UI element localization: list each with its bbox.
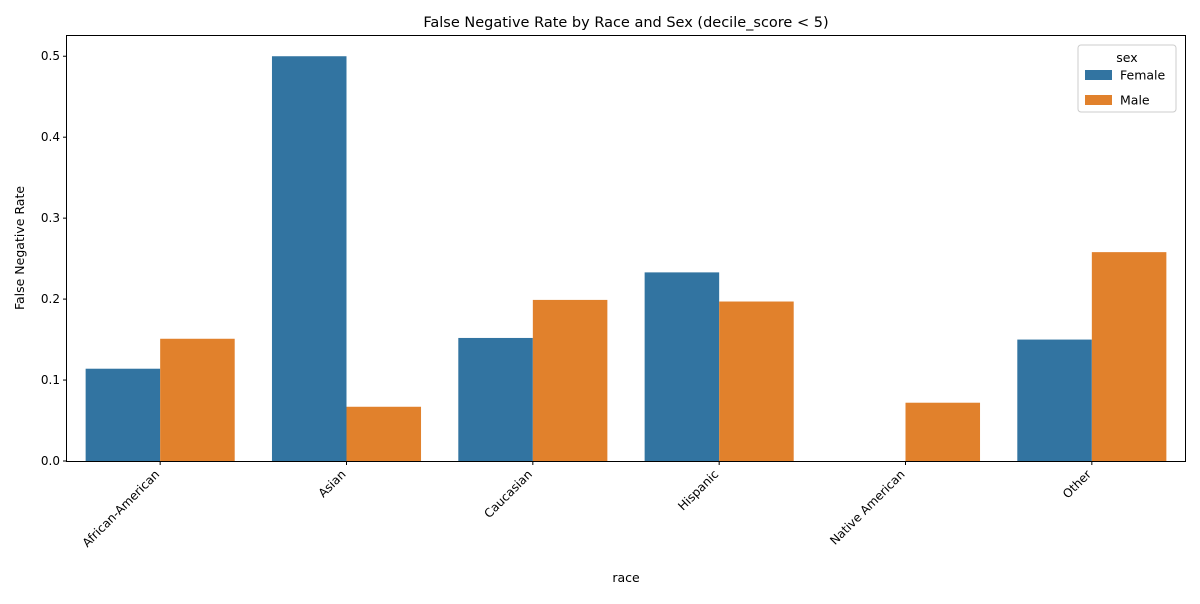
chart-title: False Negative Rate by Race and Sex (dec… <box>423 15 828 31</box>
y-tick-label: 0.0 <box>41 454 60 468</box>
y-tick-label: 0.2 <box>41 292 60 306</box>
x-tick-label: Native American <box>827 467 907 547</box>
legend-label-female: Female <box>1120 68 1166 83</box>
x-tick-label: Asian <box>316 467 349 500</box>
legend-swatch-male <box>1085 95 1112 105</box>
y-axis-label: False Negative Rate <box>12 186 27 310</box>
x-tick-label: Caucasian <box>481 467 535 521</box>
bar-male-other <box>1091 252 1167 461</box>
bar-female-other <box>1017 339 1092 461</box>
x-tick-label: African-American <box>80 467 163 550</box>
x-axis-label: race <box>612 570 640 585</box>
y-tick-label: 0.1 <box>41 373 60 387</box>
bar-male-native-american <box>905 402 981 461</box>
legend-label-male: Male <box>1120 93 1150 108</box>
bar-female-african-american <box>85 368 161 461</box>
bar-male-caucasian <box>532 299 608 461</box>
bar-male-asian <box>346 406 422 461</box>
legend-swatch-female <box>1085 70 1112 80</box>
y-tick-label: 0.3 <box>41 211 60 225</box>
x-tick-label: Hispanic <box>675 467 721 513</box>
x-axis: African-American Asian Caucasian Hispanic Na… <box>80 461 1094 550</box>
y-axis: 0.0 0.1 0.2 0.3 0.4 0.5 <box>41 49 67 468</box>
bar-female-caucasian <box>458 337 533 461</box>
bar-male-african-american <box>160 338 235 461</box>
legend-title: sex <box>1116 50 1137 65</box>
x-tick-label: Other <box>1060 467 1094 501</box>
legend: sex Female Male <box>1077 44 1177 113</box>
bar-female-hispanic <box>644 272 720 461</box>
plot-frame <box>66 35 1186 462</box>
bars-layer <box>85 56 1167 461</box>
bar-female-asian <box>271 56 347 461</box>
bar-male-hispanic <box>719 301 794 461</box>
y-tick-label: 0.4 <box>41 130 60 144</box>
y-tick-label: 0.5 <box>41 49 60 63</box>
